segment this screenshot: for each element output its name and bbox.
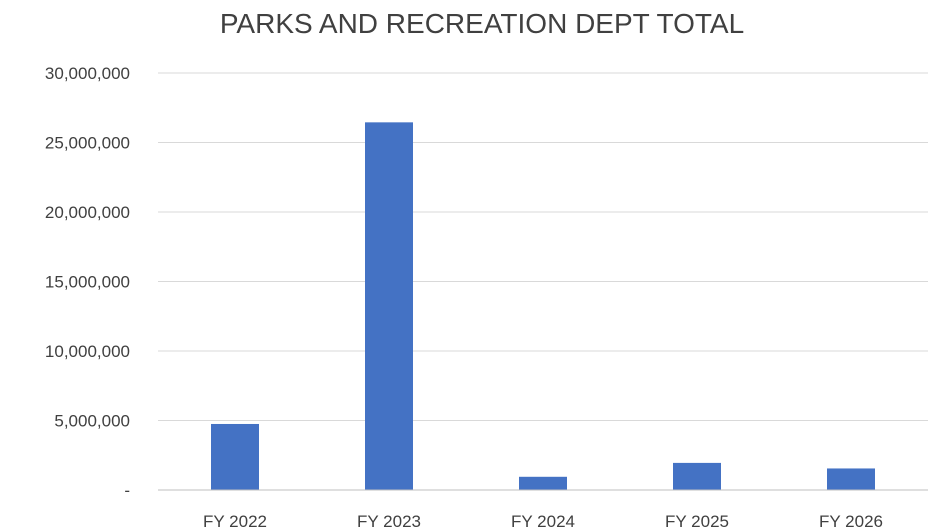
bar xyxy=(211,423,259,490)
gridlines xyxy=(158,72,928,421)
bars xyxy=(211,122,875,490)
y-axis-ticks: - 5,000,000 10,000,000 15,000,000 20,000,000… xyxy=(45,64,130,500)
x-category-label: FY 2022 xyxy=(203,512,267,531)
x-axis-categories: FY 2022 FY 2023 FY 2024 FY 2025 FY 2026 xyxy=(203,512,883,531)
x-category-label: FY 2025 xyxy=(665,512,729,531)
x-category-label: FY 2023 xyxy=(357,512,421,531)
bar xyxy=(673,462,721,490)
x-category-label: FY 2026 xyxy=(819,512,883,531)
bar xyxy=(365,122,413,490)
x-category-label: FY 2024 xyxy=(511,512,575,531)
y-tick-label: 10,000,000 xyxy=(45,342,130,361)
y-tick-label: - xyxy=(124,481,130,500)
y-tick-label: 30,000,000 xyxy=(45,64,130,83)
y-tick-label: 15,000,000 xyxy=(45,273,130,292)
y-tick-label: 20,000,000 xyxy=(45,203,130,222)
y-tick-label: 25,000,000 xyxy=(45,134,130,153)
chart-title: PARKS AND RECREATION DEPT TOTAL xyxy=(220,8,744,39)
y-tick-label: 5,000,000 xyxy=(54,412,130,431)
bar xyxy=(827,468,875,490)
bar xyxy=(519,476,567,490)
